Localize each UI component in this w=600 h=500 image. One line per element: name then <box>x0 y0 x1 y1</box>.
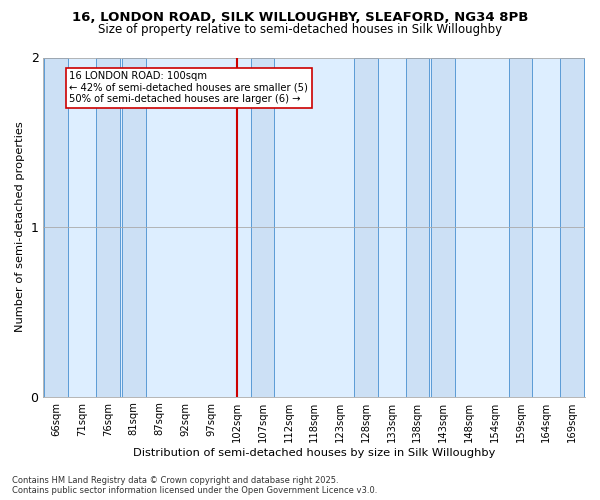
Text: Size of property relative to semi-detached houses in Silk Willoughby: Size of property relative to semi-detach… <box>98 22 502 36</box>
Text: Contains HM Land Registry data © Crown copyright and database right 2025.
Contai: Contains HM Land Registry data © Crown c… <box>12 476 377 495</box>
Text: 16 LONDON ROAD: 100sqm
← 42% of semi-detached houses are smaller (5)
50% of semi: 16 LONDON ROAD: 100sqm ← 42% of semi-det… <box>69 71 308 104</box>
Bar <box>251 58 274 396</box>
Bar <box>406 58 429 396</box>
Bar <box>96 58 120 396</box>
Bar <box>122 58 146 396</box>
Bar <box>431 58 455 396</box>
Bar <box>509 58 532 396</box>
X-axis label: Distribution of semi-detached houses by size in Silk Willoughby: Distribution of semi-detached houses by … <box>133 448 496 458</box>
Y-axis label: Number of semi-detached properties: Number of semi-detached properties <box>15 122 25 332</box>
Text: 16, LONDON ROAD, SILK WILLOUGHBY, SLEAFORD, NG34 8PB: 16, LONDON ROAD, SILK WILLOUGHBY, SLEAFO… <box>72 11 528 24</box>
Bar <box>354 58 377 396</box>
Bar <box>44 58 68 396</box>
Bar <box>560 58 584 396</box>
